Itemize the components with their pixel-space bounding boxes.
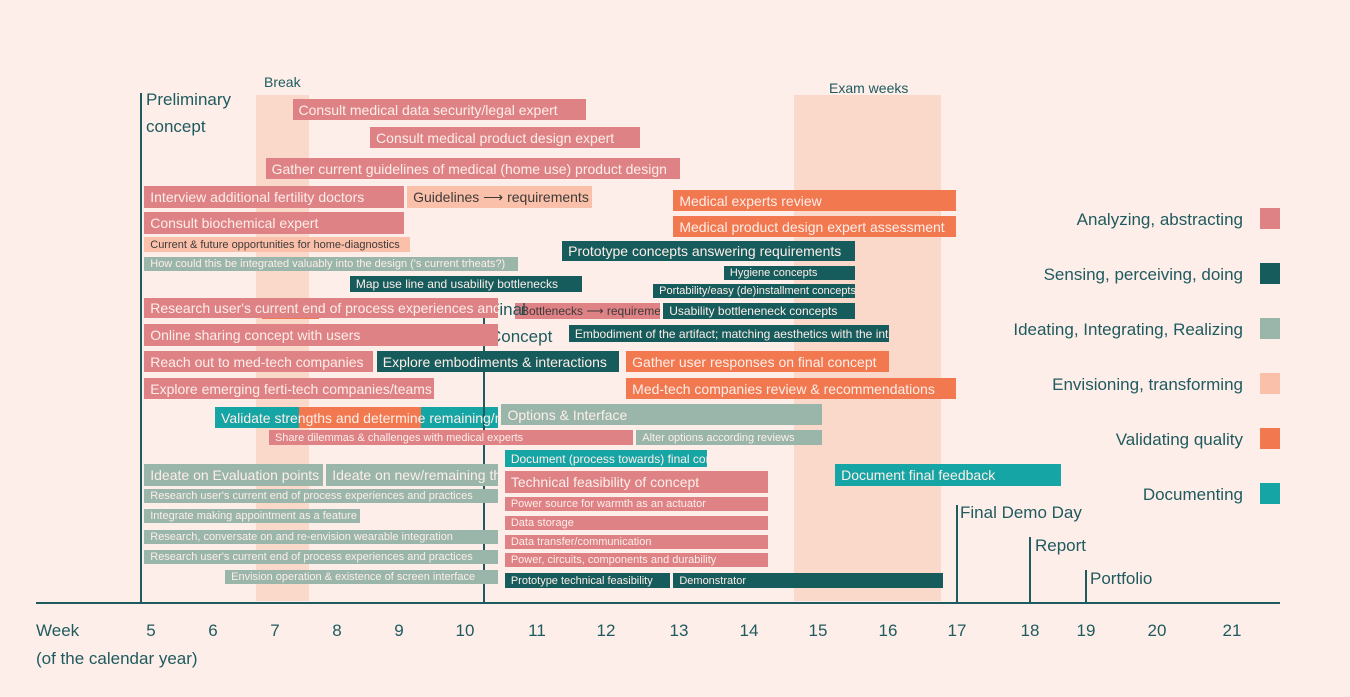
task-bar: Explore embodiments & interactions: [376, 351, 620, 372]
task-bar: Consult medical product design expert: [370, 127, 640, 148]
task-bar: Options & Interface: [501, 404, 822, 425]
x-axis-sublabel: (of the calendar year): [36, 649, 198, 668]
x-tick-label: 9: [394, 621, 404, 640]
legend-label: Validating quality: [1115, 430, 1243, 449]
task-bar: Research user's current end of process e…: [144, 298, 499, 318]
x-tick-label: 6: [208, 621, 218, 640]
task-bar: Ideate on Evaluation points: [144, 464, 323, 486]
task-bar: Consult biochemical expert: [144, 212, 404, 234]
legend-label: Documenting: [1142, 485, 1243, 504]
task-bar: Research user's current end of process e…: [144, 550, 499, 564]
exam-weeks-period: [794, 95, 941, 601]
legend-label: Analyzing, abstracting: [1076, 210, 1243, 229]
x-tick-label: 7: [270, 621, 280, 640]
milestone-label: Preliminary: [146, 90, 232, 109]
task-bar: Guidelines ⟶ requirements: [407, 186, 593, 208]
exam-weeks-label: Exam weeks: [829, 80, 909, 96]
x-tick-label: 15: [808, 621, 828, 640]
x-axis-line: [36, 602, 1280, 604]
task-bar: Usability bottleneneck concepts: [663, 303, 856, 319]
task-bar: Medical experts review: [673, 190, 957, 211]
x-tick-label: 16: [878, 621, 898, 640]
task-bar: Technical feasibility of concept: [504, 471, 768, 493]
x-tick-label: 14: [739, 621, 759, 640]
x-tick-label: 20: [1147, 621, 1167, 640]
milestone-line: [140, 93, 142, 603]
legend-swatch: [1260, 208, 1280, 229]
task-bar: Portability/easy (de)installment concept…: [653, 284, 856, 298]
milestone-line: [483, 303, 485, 603]
task-bar: Validate strengths and determine remaini…: [221, 409, 498, 426]
legend-swatch: [1260, 373, 1280, 394]
task-bar: Document final feedback: [835, 464, 1061, 486]
task-bar: Document (process towards) final concept: [504, 450, 708, 467]
task-bar: Research user's current end of process e…: [144, 489, 499, 503]
milestone-label: concept: [146, 117, 206, 136]
task-bar: Online sharing concept with users: [144, 324, 499, 346]
x-tick-label: 21: [1222, 621, 1242, 640]
x-axis-label: Week: [36, 621, 80, 640]
task-bar: Map use line and usability bottlenecks: [349, 276, 583, 292]
milestone-line: [956, 505, 958, 603]
task-bar: Integrate making appointment as a featur…: [144, 509, 360, 523]
task-bar-base: [514, 303, 660, 319]
task-bar: Alter options according reviews: [636, 430, 822, 445]
milestone-label: Final: [489, 300, 526, 319]
task-bar: Share dilemmas & challenges with medical…: [268, 430, 633, 445]
task-bar: Gather current guidelines of medical (ho…: [265, 158, 681, 179]
legend-label: Ideating, Integrating, Realizing: [1013, 320, 1243, 339]
milestone-label: Portfolio: [1090, 569, 1153, 588]
task-bar: Research, conversate on and re-envision …: [144, 530, 499, 544]
milestone-label: Report: [1035, 536, 1087, 555]
x-tick-label: 5: [146, 621, 156, 640]
legend-swatch: [1260, 318, 1280, 339]
legend-swatch: [1260, 483, 1280, 504]
task-bar: Data storage: [504, 516, 768, 530]
task-bar: Power source for warmth as an actuator: [504, 497, 768, 511]
task-bar: Data transfer/communication: [504, 535, 768, 549]
x-tick-label: 18: [1020, 621, 1040, 640]
x-tick-label: 11: [528, 621, 546, 640]
task-bar: Gather user responses on final concept: [626, 351, 890, 372]
x-tick-label: 19: [1076, 621, 1096, 640]
task-bar: Hygiene concepts: [723, 266, 856, 280]
task-bar: Ideate on new/remaining threats: [326, 464, 499, 486]
task-bar: Med-tech companies review & recommendati…: [626, 378, 957, 399]
x-tick-label: 13: [669, 621, 689, 640]
task-bar: Consult medical data security/legal expe…: [292, 99, 586, 120]
validation-overlay: [299, 407, 421, 428]
legend-label: Sensing, perceiving, doing: [1043, 265, 1243, 284]
x-tick-label: 8: [332, 621, 342, 640]
task-bar: Embodiment of the artifact; matching aes…: [568, 325, 890, 342]
task-bar: Medical product design expert assessment: [673, 216, 957, 237]
task-bar: Prototype concepts answering requirement…: [562, 241, 856, 261]
legend-swatch: [1260, 263, 1280, 284]
task-bar: Envision operation & existence of screen…: [225, 570, 499, 584]
task-bar: Demonstrator: [673, 573, 943, 588]
task-bar: Explore emerging ferti-tech companies/te…: [144, 378, 435, 399]
milestone-label: Concept: [489, 327, 553, 346]
legend-swatch: [1260, 428, 1280, 449]
x-tick-label: 17: [947, 621, 967, 640]
task-bar: Interview additional fertility doctors: [144, 186, 404, 208]
task-bar: Reach out to med-tech companies: [144, 351, 374, 372]
task-bar: Current & future opportunities for home-…: [144, 237, 411, 252]
break-label: Break: [264, 74, 301, 90]
x-tick-label: 10: [455, 621, 475, 640]
task-bar: Power, circuits, components and durabili…: [504, 553, 768, 567]
task-bar: How could this be integrated valuably in…: [144, 257, 519, 271]
milestone-line: [1085, 570, 1087, 603]
task-bar: Prototype technical feasibility: [504, 573, 670, 588]
task-bar: Bottlenecks ⟶ requirements: [520, 304, 660, 318]
x-tick-label: 12: [596, 621, 616, 640]
legend-label: Envisioning, transforming: [1052, 375, 1243, 394]
milestone-line: [1029, 537, 1031, 603]
milestone-label: Final Demo Day: [960, 503, 1082, 522]
